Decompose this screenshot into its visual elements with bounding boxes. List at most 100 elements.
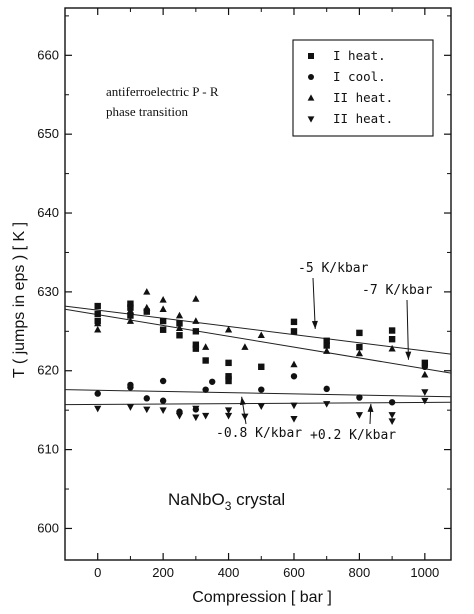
point-series-3 xyxy=(388,344,396,352)
point-series-1 xyxy=(143,308,150,315)
x-axis-title: Compression [ bar ] xyxy=(192,589,332,606)
point-series-1 xyxy=(176,332,183,339)
annotations: -5 K/kbar -7 K/kbar -0.8 K/kbar +0.2 K/kbar xyxy=(216,261,433,443)
annotation-label: -5 K/kbar xyxy=(298,261,369,276)
point-series-4 xyxy=(290,416,298,423)
y-axis: 600 610 620 630 640 650 660 xyxy=(37,15,451,535)
point-series-3 xyxy=(175,311,184,319)
point-series-3 xyxy=(192,317,200,324)
point-series-2 xyxy=(323,385,330,393)
inner-text-line2: phase transition xyxy=(106,104,188,119)
point-series-1 xyxy=(290,318,298,326)
annotation-arrowhead xyxy=(405,351,412,360)
plot-border xyxy=(64,7,452,561)
point-series-3 xyxy=(159,305,167,313)
point-series-2 xyxy=(209,378,216,385)
legend-label: I cool. xyxy=(333,69,386,84)
legend: I heat. I cool. II heat. II heat. xyxy=(292,39,434,137)
x-tick-label: 1000 xyxy=(410,565,439,580)
y-tick-label: 600 xyxy=(37,520,59,535)
point-series-1 xyxy=(127,300,134,307)
annotation-arrow xyxy=(406,299,409,360)
point-series-1 xyxy=(225,359,232,367)
point-series-4 xyxy=(159,407,167,414)
point-series-1 xyxy=(388,336,396,343)
point-series-4 xyxy=(143,406,151,414)
x-axis: 0 200 400 600 800 1000 xyxy=(64,8,439,580)
point-series-2 xyxy=(159,397,167,404)
crystal-label: NaNbO3 crystal xyxy=(168,490,285,513)
point-series-3 xyxy=(257,331,265,339)
x-tick-label: 400 xyxy=(218,565,240,580)
legend-box xyxy=(292,39,434,137)
point-series-1 xyxy=(94,302,101,310)
point-series-2 xyxy=(421,363,429,370)
y-tick-label: 610 xyxy=(37,442,59,457)
legend-marker xyxy=(308,74,314,80)
point-series-4 xyxy=(388,418,396,426)
y-axis-title: T ( jumps in eps ) [ K ] xyxy=(11,222,28,378)
legend-marker xyxy=(307,116,315,123)
legend-label: II heat. xyxy=(333,90,393,105)
legend-marker xyxy=(308,53,314,59)
point-series-3 xyxy=(202,343,210,350)
annotation-label: +0.2 K/kbar xyxy=(310,428,396,443)
annotation-arrowhead xyxy=(367,403,374,412)
point-series-1 xyxy=(127,312,134,319)
annotation-label: -0.8 K/kbar xyxy=(216,426,302,441)
point-series-4 xyxy=(421,397,429,405)
point-series-1 xyxy=(192,345,200,352)
point-series-3 xyxy=(241,343,249,350)
annotation-arrowhead xyxy=(311,320,318,329)
legend-marker xyxy=(307,94,315,101)
point-series-1 xyxy=(159,317,167,325)
point-series-1 xyxy=(388,327,396,334)
point-series-3 xyxy=(192,295,200,302)
point-series-3 xyxy=(143,288,151,295)
annotation-label: -7 K/kbar xyxy=(362,283,433,298)
point-series-4 xyxy=(224,412,233,420)
point-series-2 xyxy=(225,373,232,381)
crystal-label-sub: 3 xyxy=(225,499,232,513)
point-series-4 xyxy=(323,401,331,408)
point-series-3 xyxy=(94,319,102,327)
point-series-1 xyxy=(202,357,209,364)
point-series-1 xyxy=(192,328,200,335)
y-tick-label: 640 xyxy=(37,205,59,220)
legend-label: II heat. xyxy=(333,111,393,126)
point-series-1 xyxy=(94,310,101,318)
point-series-3 xyxy=(159,295,167,303)
point-series-2 xyxy=(258,386,265,393)
x-tick-label: 0 xyxy=(94,565,101,580)
point-series-1 xyxy=(225,377,232,385)
point-series-4 xyxy=(126,404,135,411)
point-series-4 xyxy=(192,405,200,413)
plot-frame xyxy=(64,7,452,561)
y-tick-label: 620 xyxy=(37,363,59,378)
point-series-1 xyxy=(159,326,167,333)
crystal-label-main: NaNbO xyxy=(168,490,225,509)
inner-text-line1: antiferroelectric P - R xyxy=(106,84,219,99)
point-series-1 xyxy=(323,342,330,349)
point-series-3 xyxy=(126,317,135,324)
point-series-2 xyxy=(143,395,150,402)
y-tick-label: 650 xyxy=(37,126,59,141)
point-series-4 xyxy=(224,407,233,414)
point-series-1 xyxy=(176,320,183,327)
point-series-1 xyxy=(323,337,330,344)
point-series-4 xyxy=(94,405,102,413)
point-series-3 xyxy=(290,360,298,368)
point-series-3 xyxy=(355,349,364,357)
point-series-4 xyxy=(192,414,200,422)
y-tick-label: 630 xyxy=(37,284,59,299)
fit-line xyxy=(64,389,452,398)
point-series-2 xyxy=(94,390,101,397)
point-series-2 xyxy=(202,386,209,393)
crystal-label-tail: crystal xyxy=(231,490,285,509)
annotation-arrowhead xyxy=(239,396,246,406)
point-series-4 xyxy=(421,389,429,396)
point-series-4 xyxy=(355,412,364,419)
legend-label: I heat. xyxy=(333,48,386,63)
point-series-4 xyxy=(175,412,184,420)
